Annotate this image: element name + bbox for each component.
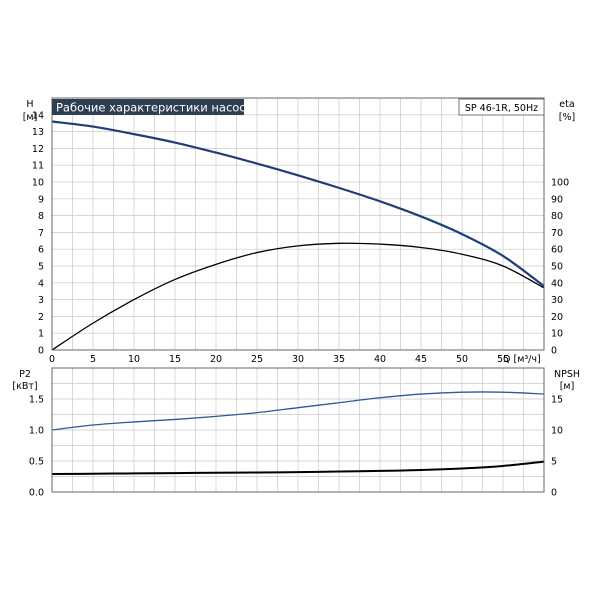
y2-axis-unit-eta: [%] <box>559 112 575 123</box>
y2-tick-label-eta: 0 <box>551 346 557 357</box>
x-tick-label: 5 <box>90 354 96 365</box>
y-tick-label-h: 6 <box>38 245 44 256</box>
bottom-series <box>51 391 545 476</box>
x-tick-label: 35 <box>333 354 345 365</box>
y-tick-label-h: 3 <box>38 295 44 306</box>
y2-tick-label-npsh: 15 <box>551 395 563 406</box>
y-tick-label-h: 10 <box>32 178 44 189</box>
y-tick-label-h: 9 <box>38 194 44 205</box>
tick-labels: 0 5 10 15 20 25 30 35 40 45 50 55012345678910111213… <box>29 110 569 498</box>
y2-tick-label-npsh: 5 <box>551 457 557 468</box>
y2-axis-unit-npsh: [м] <box>560 381 575 392</box>
y-tick-label-p2: 0.0 <box>29 488 44 499</box>
y-tick-label-p2: 0.5 <box>29 457 44 468</box>
y-axis-label-h: H <box>26 99 33 110</box>
y2-tick-label-eta: 70 <box>551 228 563 239</box>
y-tick-label-h: 12 <box>32 144 44 155</box>
bottom-grid <box>52 368 544 492</box>
y2-tick-label-eta: 40 <box>551 278 563 289</box>
head-curve <box>51 120 545 288</box>
x-tick-label: 10 <box>128 354 140 365</box>
top-grid <box>52 98 544 350</box>
y-axis-unit-h: [м] <box>23 112 38 123</box>
y2-tick-label-eta: 90 <box>551 194 563 205</box>
x-tick-label: 40 <box>374 354 386 365</box>
y2-tick-label-npsh: 10 <box>551 426 563 437</box>
y2-tick-label-eta: 80 <box>551 211 563 222</box>
y-axis-label-p2: P2 <box>19 369 31 380</box>
y-tick-label-h: 1 <box>38 329 44 340</box>
x-tick-label: 20 <box>210 354 222 365</box>
y2-tick-label-eta: 30 <box>551 295 563 306</box>
y-tick-label-h: 5 <box>38 262 44 273</box>
title-box <box>52 99 244 115</box>
top-series <box>51 120 545 351</box>
y-tick-label-p2: 1.5 <box>29 395 44 406</box>
x-tick-label: 45 <box>415 354 427 365</box>
y-tick-label-h: 11 <box>32 161 44 172</box>
y2-axis-label-eta: eta <box>559 99 574 110</box>
model-label-box <box>458 98 545 116</box>
npsh-curve <box>51 460 545 476</box>
y2-tick-label-eta: 20 <box>551 312 563 323</box>
y2-axis-label-npsh: NPSH <box>554 369 580 380</box>
y-tick-label-h: 8 <box>38 211 44 222</box>
x-tick-label: 25 <box>251 354 263 365</box>
y-tick-label-h: 0 <box>38 346 44 357</box>
y2-tick-label-eta: 100 <box>551 178 569 189</box>
top-plot-frame <box>51 97 545 351</box>
y2-tick-label-npsh: 0 <box>551 488 557 499</box>
x-tick-label: 55 <box>497 354 509 365</box>
x-tick-label: 50 <box>456 354 468 365</box>
y-tick-label-p2: 1.0 <box>29 426 44 437</box>
bottom-plot-frame <box>51 367 545 493</box>
chart-title: Рабочие характеристики насоса <box>56 101 253 115</box>
efficiency-curve <box>51 242 545 351</box>
y-tick-label-h: 2 <box>38 312 44 323</box>
x-tick-label: 15 <box>169 354 181 365</box>
y2-tick-label-eta: 60 <box>551 245 563 256</box>
model-label: SP 46-1R, 50Hz <box>465 103 538 114</box>
x-tick-label: 30 <box>292 354 304 365</box>
y-axis-unit-p2: [кВт] <box>12 381 37 392</box>
y-tick-label-h: 7 <box>38 228 44 239</box>
x-axis-label: Q [м³/ч] <box>503 354 541 365</box>
power-curve <box>51 391 545 431</box>
y-tick-label-h: 13 <box>32 127 44 138</box>
y-tick-label-h: 14 <box>32 110 44 121</box>
x-tick-label: 0 <box>49 354 55 365</box>
y2-tick-label-eta: 50 <box>551 262 563 273</box>
y-tick-label-h: 4 <box>38 278 44 289</box>
y2-tick-label-eta: 10 <box>551 329 563 340</box>
